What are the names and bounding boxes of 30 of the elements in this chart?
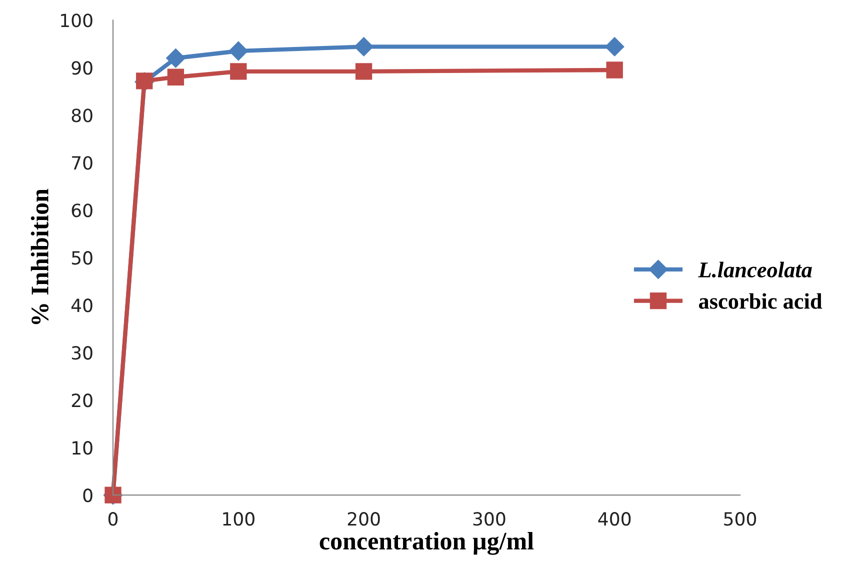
y-tick-label: 60: [72, 204, 92, 218]
y-tick-label: 10: [72, 441, 92, 455]
y-tick-label: 20: [72, 394, 92, 408]
point: [606, 62, 623, 78]
y-tick-label: 0: [83, 488, 92, 502]
point: [230, 63, 247, 80]
x-tick-label: 500: [724, 512, 756, 526]
y-tick-label: 50: [72, 251, 92, 265]
x-tick-label: 400: [598, 512, 631, 526]
y-tick-label: 30: [72, 346, 92, 360]
point: [355, 63, 372, 80]
legend-label: L.lanceolata: [698, 262, 812, 278]
point: [605, 37, 624, 56]
y-tick-label: 80: [72, 108, 92, 122]
y-axis-title: % Inhibition: [30, 188, 49, 324]
y-tick-label: 90: [72, 61, 92, 75]
point: [167, 68, 184, 86]
x-axis-title: concentration µg/ml: [320, 532, 534, 555]
y-tick-label: 100: [61, 14, 92, 28]
x-tick-label: 300: [473, 512, 506, 526]
y-tick-label: 40: [71, 298, 92, 312]
point: [136, 72, 153, 90]
legend-label: ascorbic acid: [698, 293, 822, 309]
y-tick-label: 70: [72, 156, 92, 170]
x-tick-label: 100: [223, 512, 254, 526]
point: [354, 37, 374, 56]
x-tick-label: 200: [348, 512, 380, 526]
point: [166, 48, 186, 68]
point: [228, 41, 248, 61]
x-tick-label: 0: [108, 512, 118, 526]
